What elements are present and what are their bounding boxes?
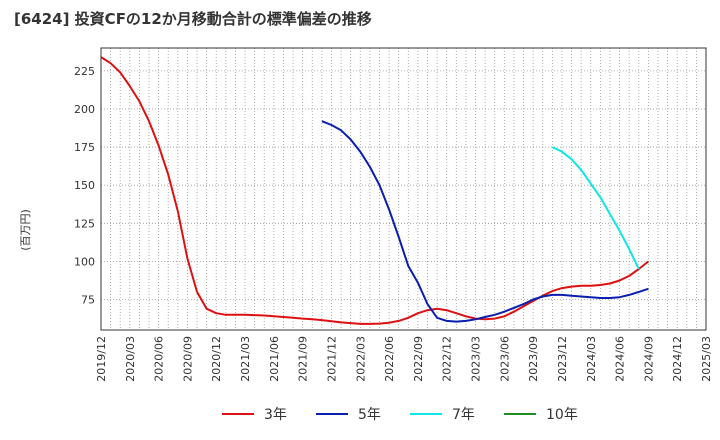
- legend-label: 5年: [358, 407, 381, 423]
- x-tick-label: 2022/06: [383, 336, 396, 382]
- x-tick-label: 2020/12: [210, 336, 223, 382]
- x-tick-label: 2023/09: [527, 336, 540, 382]
- series-line-7年: [551, 146, 640, 270]
- series-line-3年: [100, 56, 650, 325]
- legend: 3年 5年 7年 10年: [222, 407, 578, 423]
- y-tick-label: 125: [74, 217, 95, 230]
- y-tick-label: 150: [74, 179, 95, 192]
- x-tick-label: 2022/12: [441, 336, 454, 382]
- chart-title: [6424] 投資CFの12か月移動合計の標準偏差の推移: [14, 10, 372, 28]
- x-tick-label: 2020/06: [153, 336, 166, 382]
- x-tick-label: 2025/03: [700, 336, 713, 382]
- x-tick-label: 2019/12: [95, 336, 108, 382]
- x-tick-labels: 2019/12 2020/03 2020/06 2020/09 2020/12 2021/…: [95, 336, 713, 382]
- x-tick-label: 2023/06: [498, 336, 511, 382]
- x-tick-label: 2021/09: [297, 336, 310, 382]
- x-tick-label: 2024/03: [585, 336, 598, 382]
- legend-label: 3年: [264, 407, 287, 423]
- y-tick-label: 200: [74, 103, 95, 116]
- legend-label: 10年: [546, 407, 578, 423]
- y-tick-labels: 75 100 125 150 175 200 225: [74, 65, 95, 307]
- y-tick-label: 75: [81, 294, 95, 307]
- x-tick-label: 2020/03: [124, 336, 137, 382]
- x-tick-label: 2024/09: [642, 336, 655, 382]
- y-tick-label: 225: [74, 65, 95, 78]
- legend-label: 7年: [452, 407, 475, 423]
- series-line-5年: [321, 120, 649, 323]
- series-lines: [100, 56, 650, 325]
- y-tick-label: 175: [74, 141, 95, 154]
- x-tick-label: 2023/03: [470, 336, 483, 382]
- x-tick-label: 2023/12: [556, 336, 569, 382]
- x-tick-label: 2021/03: [239, 336, 252, 382]
- x-tick-label: 2022/03: [354, 336, 367, 382]
- x-tick-label: 2021/12: [325, 336, 338, 382]
- grid-lines: [101, 48, 706, 330]
- x-tick-label: 2020/09: [181, 336, 194, 382]
- x-tick-label: 2021/06: [268, 336, 281, 382]
- x-tick-label: 2022/09: [412, 336, 425, 382]
- plot-frame: [100, 47, 707, 331]
- y-tick-label: 100: [74, 255, 95, 268]
- x-tick-label: 2024/12: [671, 336, 684, 382]
- x-tick-label: 2024/06: [614, 336, 627, 382]
